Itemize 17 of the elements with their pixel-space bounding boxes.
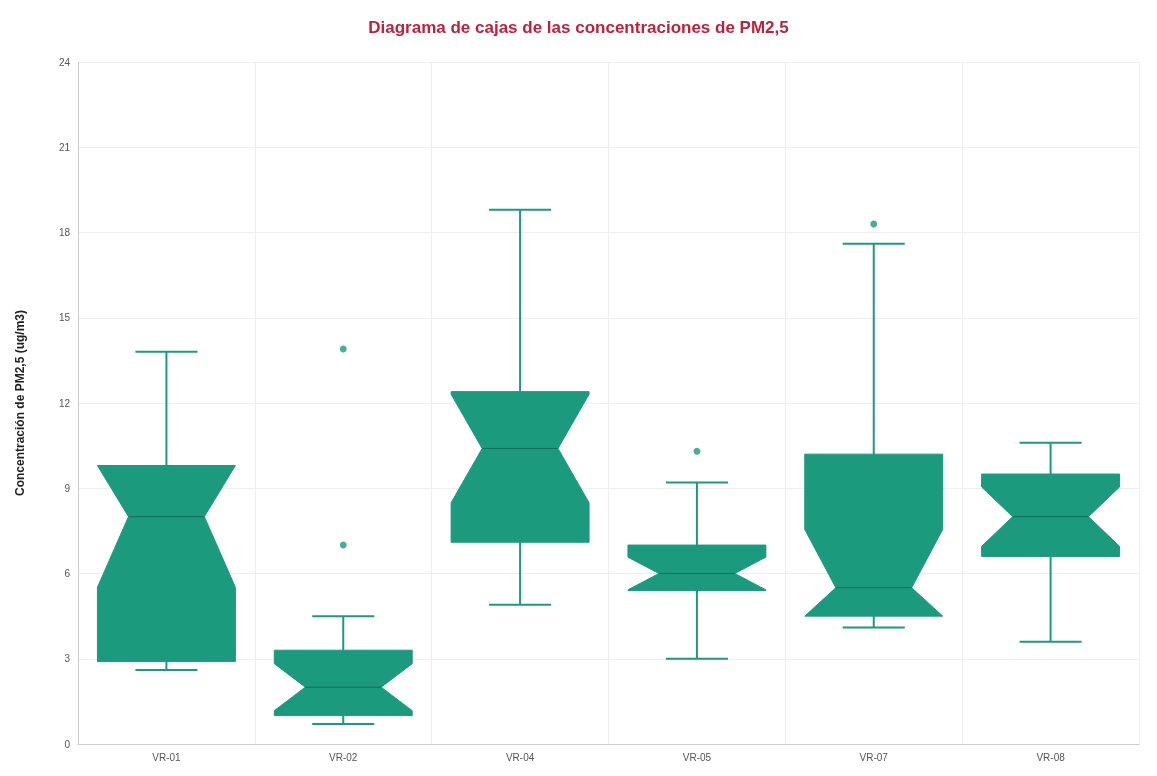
y-tick-label: 21 — [58, 141, 71, 153]
y-tick-label: 9 — [64, 482, 71, 494]
x-tick-label: VR-08 — [1036, 751, 1066, 763]
y-tick-label: 15 — [58, 312, 71, 324]
x-tick-label: VR-02 — [329, 751, 358, 763]
x-tick-label: VR-07 — [859, 751, 889, 763]
y-tick-label: 6 — [64, 568, 71, 579]
x-tick-label: VR-05 — [682, 751, 712, 763]
x-tick-label: VR-04 — [505, 751, 535, 763]
y-tick-label: 0 — [64, 738, 71, 750]
y-tick-label: 12 — [58, 397, 71, 409]
x-tick-label: VR-01 — [152, 751, 182, 763]
chart-title: Diagrama de cajas de las concentraciones de PM2,5 — [368, 18, 789, 37]
y-tick-label: 3 — [64, 653, 71, 665]
y-tick-label: 18 — [58, 227, 71, 238]
y-axis-title: Concentración de PM2,5 (ug/m3) — [13, 309, 27, 497]
y-tick-label: 24 — [58, 56, 71, 68]
